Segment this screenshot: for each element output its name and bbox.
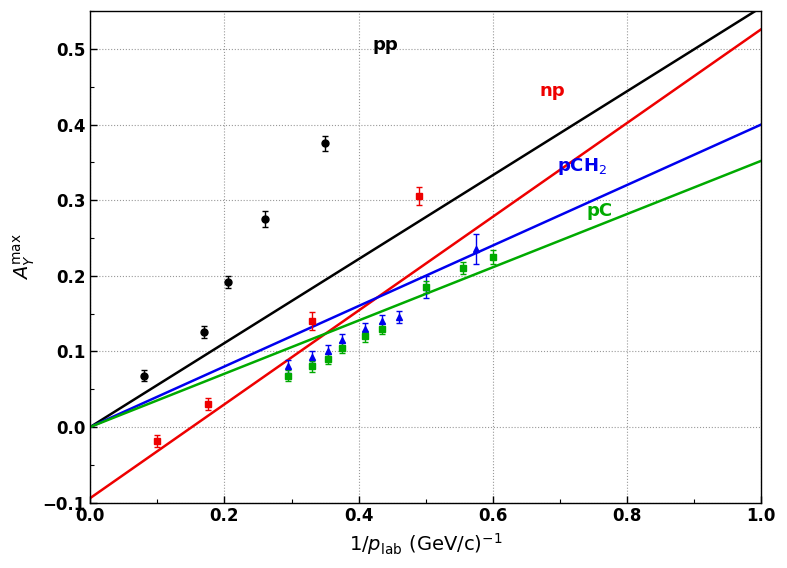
Text: pC: pC xyxy=(587,202,613,220)
Text: pp: pp xyxy=(372,36,397,54)
Text: pCH$_2$: pCH$_2$ xyxy=(556,156,607,177)
Text: np: np xyxy=(540,81,565,99)
Y-axis label: $A_Y^{\rm max}$: $A_Y^{\rm max}$ xyxy=(11,233,37,281)
X-axis label: $1/p_{\rm lab}$ $\rm (GeV/c)^{-1}$: $1/p_{\rm lab}$ $\rm (GeV/c)^{-1}$ xyxy=(349,531,502,557)
